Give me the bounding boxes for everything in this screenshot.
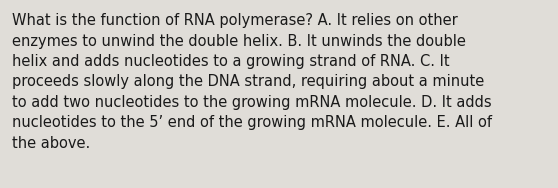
Text: What is the function of RNA polymerase? A. It relies on other
enzymes to unwind : What is the function of RNA polymerase? …	[12, 13, 492, 151]
